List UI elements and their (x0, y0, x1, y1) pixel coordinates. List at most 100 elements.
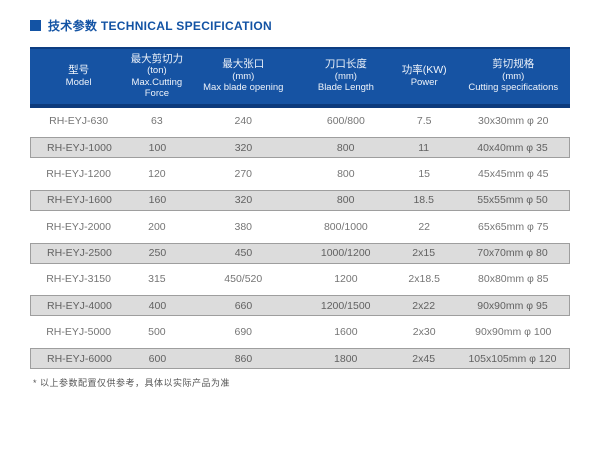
table-row: RH-EYJ-6000 600 860 1800 2x45 105x105mm φ 120 (30, 348, 570, 370)
cell-cutting-specifications: 45x45mm φ 45 (478, 167, 549, 180)
header-cell-model: 型号 Model (30, 49, 127, 104)
section-title-text: 技术参数 TECHNICAL SPECIFICATION (48, 19, 272, 33)
cell-cutting-specifications: 90x90mm φ 100 (475, 326, 552, 339)
cell-model: RH-EYJ-5000 (46, 326, 111, 339)
header-line: 最大张口 (222, 58, 265, 71)
cell-max-cutting-force: 600 (148, 352, 167, 365)
cell-blade-length: 1800 (334, 352, 358, 365)
cell-max-cutting-force: 500 (148, 326, 166, 339)
header-line: Cutting specifications (468, 82, 559, 94)
table-row: RH-EYJ-3150 315 450/520 1200 2x18.5 80x80mm φ… (30, 266, 570, 292)
cell-blade-length: 800/1000 (323, 220, 368, 233)
cell-model: RH-EYJ-4000 (47, 299, 112, 312)
cell-max-cutting-force: 120 (148, 167, 166, 180)
table-row: RH-EYJ-5000 500 690 1600 2x30 90x90mm φ 100 (30, 319, 570, 345)
cell-max-blade-opening: 380 (234, 220, 253, 233)
cell-power: 2x18.5 (408, 273, 440, 286)
cell-power: 11 (418, 141, 430, 154)
cell-max-cutting-force: 63 (151, 115, 163, 128)
cell-power: 22 (418, 220, 430, 233)
table-header: 型号 Model 最大剪切力 (ton) Max.Cutting Force 最大张口 (mm… (30, 47, 570, 108)
cell-blade-length: 800 (336, 194, 355, 207)
header-line: (mm) (502, 70, 525, 82)
header-line: Blade Length (317, 82, 374, 94)
cell-max-blade-opening: 690 (234, 326, 253, 339)
cell-max-blade-opening: 240 (234, 115, 253, 128)
header-line: 剪切规格 (492, 58, 535, 71)
header-line: Max.Cutting (131, 76, 183, 88)
cell-cutting-specifications: 105x105mm φ 120 (468, 352, 557, 365)
cell-max-blade-opening: 450 (234, 247, 253, 260)
cell-blade-length: 1600 (334, 326, 358, 339)
footnote: * 以上参数配置仅供参考，具体以实际产品为准 (33, 378, 231, 388)
cell-model: RH-EYJ-2000 (46, 220, 111, 233)
table-row: RH-EYJ-2000 200 380 800/1000 22 65x65mm φ 75 (30, 214, 570, 240)
table-body: RH-EYJ-630 63 240 600/800 7.5 30x30mm φ 20 RH-… (30, 108, 570, 370)
cell-model: RH-EYJ-630 (49, 115, 109, 128)
header-line: (mm) (232, 70, 255, 82)
cell-max-blade-opening: 660 (234, 299, 253, 312)
table-row: RH-EYJ-2500 250 450 1000/1200 2x15 70x70mm φ … (30, 242, 570, 264)
header-cell-blade-length: 刀口长度 (mm) Blade Length (300, 49, 392, 104)
cell-power: 2x15 (412, 247, 436, 260)
cell-model: RH-EYJ-3150 (46, 273, 111, 286)
cell-cutting-specifications: 70x70mm φ 80 (477, 247, 548, 260)
cell-blade-length: 1000/1200 (320, 247, 371, 260)
header-cell-max-cutting-force: 最大剪切力 (ton) Max.Cutting Force (127, 49, 186, 104)
cell-model: RH-EYJ-6000 (47, 352, 112, 365)
table-row: RH-EYJ-1600 160 320 800 18.5 55x55mm φ 50 (30, 189, 570, 211)
cell-power: 2x45 (412, 352, 436, 365)
cell-blade-length: 800 (336, 141, 355, 154)
cell-blade-length: 600/800 (326, 115, 365, 128)
cell-power: 2x22 (412, 299, 436, 312)
cell-max-blade-opening: 450/520 (224, 273, 263, 286)
header-line: 型号 (68, 64, 90, 76)
title-square-icon (30, 20, 41, 31)
cell-blade-length: 1200 (334, 273, 358, 286)
header-cell-max-blade-opening: 最大张口 (mm) Max blade opening (187, 49, 300, 104)
table-row: RH-EYJ-4000 400 660 1200/1500 2x22 90x90mm φ … (30, 295, 570, 317)
header-line: (mm) (334, 70, 357, 82)
cell-max-blade-opening: 860 (234, 352, 253, 365)
header-line: (ton) (147, 65, 167, 76)
header-line: 刀口长度 (324, 58, 367, 71)
cell-cutting-specifications: 65x65mm φ 75 (478, 220, 549, 233)
header-line: Power (410, 76, 438, 88)
cell-cutting-specifications: 90x90mm φ 95 (477, 299, 548, 312)
cell-max-cutting-force: 160 (148, 194, 167, 207)
cell-power: 2x30 (412, 326, 436, 339)
header-line: 最大剪切力 (130, 52, 184, 65)
cell-cutting-specifications: 30x30mm φ 20 (478, 115, 549, 128)
cell-max-blade-opening: 320 (234, 141, 253, 154)
section-title: 技术参数 TECHNICAL SPECIFICATION (30, 17, 272, 34)
cell-max-blade-opening: 270 (234, 167, 253, 180)
header-line: Model (65, 76, 92, 88)
cell-power: 15 (418, 167, 430, 180)
header-cell-power: 功率(KW) Power (392, 49, 457, 104)
header-line: Max blade opening (203, 82, 284, 94)
cell-cutting-specifications: 55x55mm φ 50 (477, 194, 548, 207)
cell-model: RH-EYJ-1000 (47, 141, 112, 154)
cell-cutting-specifications: 80x80mm φ 85 (478, 273, 549, 286)
cell-max-cutting-force: 400 (148, 299, 167, 312)
cell-cutting-specifications: 40x40mm φ 35 (477, 141, 548, 154)
table-row: RH-EYJ-1200 120 270 800 15 45x45mm φ 45 (30, 161, 570, 187)
cell-model: RH-EYJ-1200 (46, 167, 111, 180)
cell-blade-length: 1200/1500 (320, 299, 371, 312)
cell-power: 18.5 (413, 194, 434, 207)
table-row: RH-EYJ-630 63 240 600/800 7.5 30x30mm φ 20 (30, 108, 570, 134)
cell-max-blade-opening: 320 (234, 194, 253, 207)
table-row: RH-EYJ-1000 100 320 800 11 40x40mm φ 35 (30, 137, 570, 159)
cell-blade-length: 800 (337, 167, 355, 180)
header-line: 功率(KW) (401, 64, 447, 76)
header-line: Force (144, 88, 170, 99)
cell-max-cutting-force: 250 (148, 247, 167, 260)
cell-model: RH-EYJ-2500 (47, 247, 112, 260)
specification-table: 型号 Model 最大剪切力 (ton) Max.Cutting Force 最大张口 (mm… (30, 47, 570, 372)
cell-max-cutting-force: 200 (148, 220, 166, 233)
cell-power: 7.5 (416, 115, 432, 128)
cell-max-cutting-force: 100 (148, 141, 167, 154)
cell-model: RH-EYJ-1600 (47, 194, 112, 207)
cell-max-cutting-force: 315 (148, 273, 166, 286)
